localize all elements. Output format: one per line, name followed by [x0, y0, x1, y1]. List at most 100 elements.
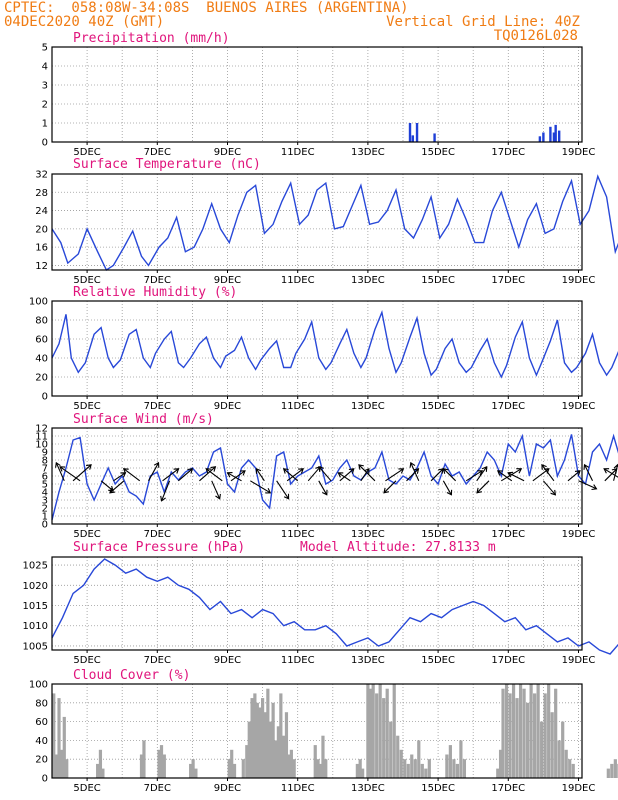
x-tick-label: 17DEC [491, 783, 525, 794]
bar [241, 759, 245, 778]
bar [396, 735, 400, 778]
bar [459, 740, 463, 778]
y-tick-label: 20 [35, 224, 48, 235]
bar [462, 759, 467, 778]
x-tick-label: 11DEC [281, 529, 315, 540]
bar [318, 763, 323, 778]
wind-arrow-head [591, 484, 598, 491]
x-tick-label: 13DEC [351, 783, 385, 794]
y-tick-label: 80 [35, 316, 48, 327]
bar [543, 693, 547, 778]
x-tick-label: 15DEC [421, 655, 455, 666]
wind-arrow [578, 480, 597, 490]
bar [385, 688, 389, 778]
bar [250, 698, 254, 778]
x-tick-label: 19DEC [562, 529, 596, 540]
wind-arrow-head [409, 461, 416, 468]
wind-arrow [283, 468, 299, 482]
y-tick-label: 3 [42, 81, 48, 92]
wind-arrow [497, 470, 513, 482]
bar [263, 712, 268, 778]
bar [62, 716, 66, 778]
x-tick-label: 5DEC [73, 783, 100, 794]
bar [245, 745, 249, 778]
bar [60, 749, 64, 778]
y-tick-label: 100 [29, 680, 48, 691]
bar [554, 688, 558, 778]
x-tick-label: 11DEC [281, 401, 315, 412]
wind-arrow-head [496, 470, 503, 476]
wind-arrow [276, 480, 290, 500]
bar [498, 749, 503, 778]
bar [501, 688, 505, 778]
y-tick-label: 40 [35, 354, 48, 365]
x-tick-label: 15DEC [421, 783, 455, 794]
bar [540, 721, 544, 778]
y-tick-label: 60 [35, 335, 48, 346]
x-tick-label: 13DEC [351, 147, 385, 158]
y-tick-label: 1 [42, 512, 48, 523]
bar [550, 712, 554, 778]
x-tick-label: 17DEC [491, 275, 525, 286]
wind-arrow [604, 468, 618, 482]
bar [253, 693, 257, 778]
wind-arrow-head [318, 466, 324, 472]
bar [557, 130, 561, 142]
x-tick-label: 9DEC [214, 783, 241, 794]
y-tick-label: 1005 [23, 641, 48, 652]
bar [406, 763, 410, 778]
wind-arrow [286, 468, 304, 482]
y-tick-label: 12 [35, 261, 48, 272]
y-tick-label: 2 [42, 504, 48, 515]
bar [448, 745, 452, 778]
wind-arrow [55, 462, 65, 482]
wind-arrow [177, 468, 193, 482]
y-tick-label: 11 [35, 432, 48, 443]
y-tick-label: 28 [35, 188, 48, 199]
y-tick-label: 3 [42, 496, 48, 507]
chart-panel-5: 0 20 40 60 80 100 5DEC 7DEC 9DEC 11DEC 13DEC 15DEC 1… [29, 668, 618, 794]
bar [496, 768, 500, 778]
wind-arrow-head [282, 468, 289, 474]
x-tick-label: 13DEC [351, 401, 385, 412]
bar [392, 684, 396, 778]
header-run-time: 04DEC2020 40Z (GMT) [4, 14, 165, 30]
wind-arrow [360, 468, 370, 482]
wind-arrow-head [59, 466, 66, 472]
plot-frame [51, 427, 583, 525]
y-tick-label: 1 [42, 119, 48, 130]
bar [533, 693, 537, 778]
y-tick-label: 1015 [23, 601, 48, 612]
x-tick-label: 19DEC [562, 655, 596, 666]
wind-arrow-head [173, 468, 180, 474]
bar [378, 684, 382, 778]
series-line [51, 309, 618, 379]
bar [508, 693, 512, 778]
series-line [51, 558, 618, 655]
wind-arrow [541, 464, 555, 482]
bar [284, 712, 289, 778]
wind-arrow [230, 470, 246, 482]
bar [538, 136, 542, 142]
panel-title: Precipitation (mm/h) [73, 31, 230, 46]
bar [101, 768, 105, 778]
wind-arrow-head [255, 467, 262, 474]
bar [255, 702, 259, 778]
y-tick-label: 60 [35, 717, 48, 728]
wind-arrow [59, 466, 81, 482]
y-tick-label: 8 [42, 456, 48, 467]
bar [159, 745, 164, 778]
y-tick-label: 0 [42, 520, 48, 531]
series-line [51, 174, 618, 272]
wind-arrow [318, 480, 328, 496]
bar [415, 123, 419, 142]
x-tick-label: 17DEC [491, 147, 525, 158]
wind-arrow [443, 468, 457, 482]
wind-arrow-head [541, 463, 547, 470]
wind-arrow [410, 462, 420, 482]
wind-arrow-head [507, 471, 514, 478]
wind-arrow-head [516, 468, 523, 474]
wind-arrow-head [550, 489, 557, 496]
bar [536, 684, 540, 778]
wind-arrow [613, 464, 618, 481]
